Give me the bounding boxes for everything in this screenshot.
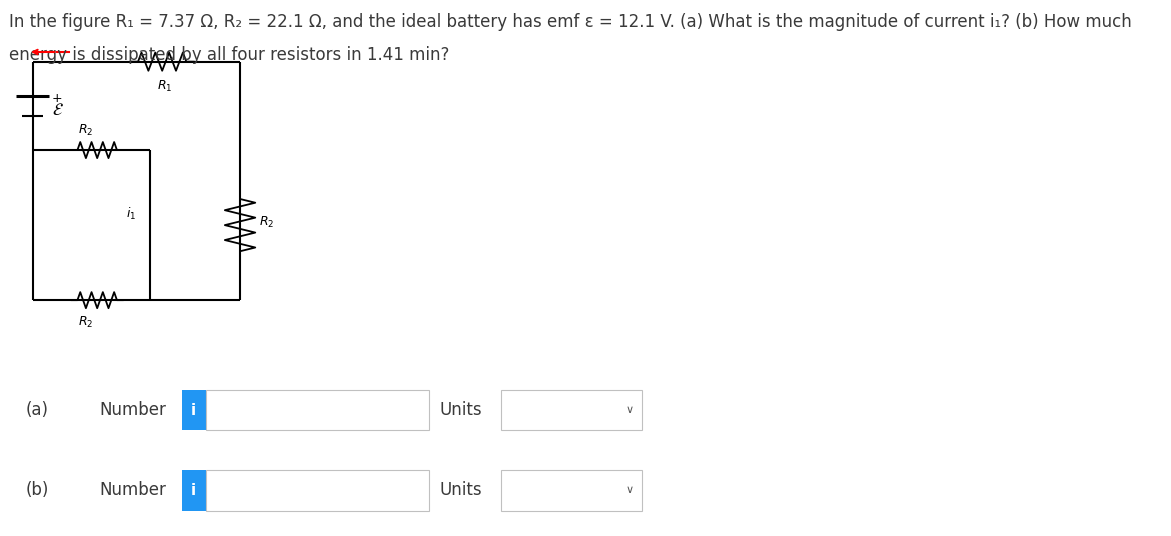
Text: $R_2$: $R_2$ [77, 123, 94, 138]
FancyBboxPatch shape [206, 471, 429, 510]
FancyBboxPatch shape [501, 471, 642, 510]
Text: Units: Units [439, 401, 481, 419]
Text: Units: Units [439, 481, 481, 500]
Text: (b): (b) [26, 481, 49, 500]
Text: $R_1$: $R_1$ [157, 79, 172, 94]
Text: +: + [52, 92, 62, 105]
FancyBboxPatch shape [501, 390, 642, 430]
Text: i: i [191, 403, 197, 418]
FancyBboxPatch shape [182, 471, 206, 510]
Text: ∨: ∨ [625, 486, 634, 495]
Text: Number: Number [100, 401, 166, 419]
Text: i: i [191, 483, 197, 498]
Text: (a): (a) [26, 401, 49, 419]
Text: $R_2$: $R_2$ [77, 315, 94, 330]
Text: In the figure R₁ = 7.37 Ω, R₂ = 22.1 Ω, and the ideal battery has emf ε = 12.1 V: In the figure R₁ = 7.37 Ω, R₂ = 22.1 Ω, … [9, 13, 1132, 32]
FancyBboxPatch shape [182, 390, 206, 430]
Text: $i_1$: $i_1$ [125, 206, 136, 222]
Text: $\mathcal{E}$: $\mathcal{E}$ [52, 101, 63, 119]
Text: ∨: ∨ [625, 405, 634, 415]
Text: energy is dissipated by all four resistors in 1.41 min?: energy is dissipated by all four resisto… [9, 46, 450, 64]
Text: $R_2$: $R_2$ [259, 215, 274, 230]
Text: Number: Number [100, 481, 166, 500]
FancyBboxPatch shape [206, 390, 429, 430]
